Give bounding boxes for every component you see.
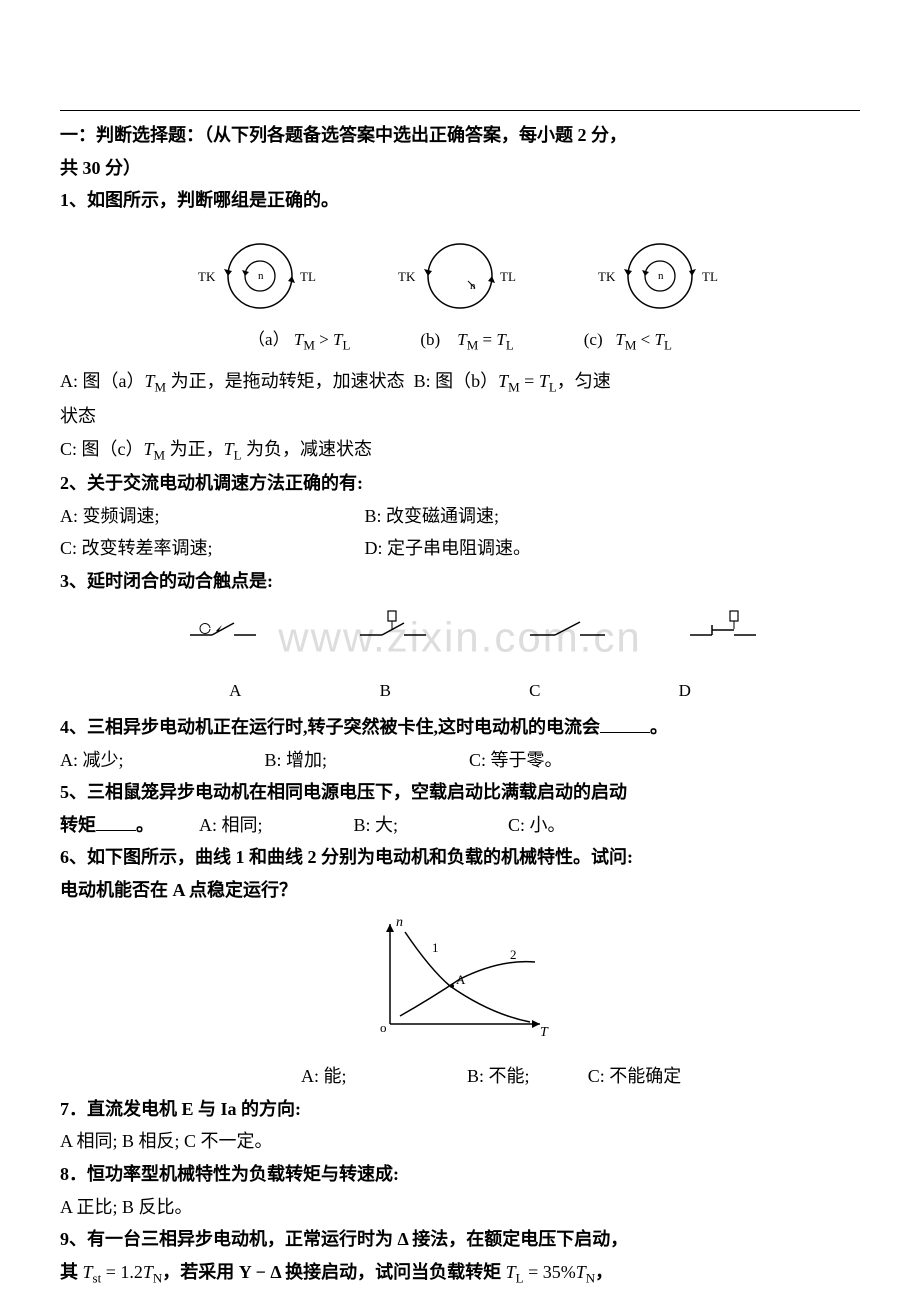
svg-text:2: 2 xyxy=(510,947,517,962)
q4-A: A: 减少; xyxy=(60,745,260,776)
q3-stem: 3、延时闭合的动合触点是: xyxy=(60,566,860,597)
q3-C: C xyxy=(529,677,540,706)
q1-opt-ab: A: 图（a）TM 为正，是拖动转矩，加速状态 B: 图（b）TM = TL，匀… xyxy=(60,366,860,399)
q3-A: A xyxy=(229,677,241,706)
q7-opts: A 相同; B 相反; C 不一定。 xyxy=(60,1126,860,1157)
q2-row1: A: 变频调速; B: 改变磁通调速; xyxy=(60,501,860,532)
n-label: n xyxy=(658,270,664,282)
q4-opts: A: 减少; B: 增加; C: 等于零。 xyxy=(60,745,860,776)
q2-D: D: 定子串电阻调速。 xyxy=(365,533,532,564)
q1-opt-b2: 状态 xyxy=(60,401,860,432)
q2-A: A: 变频调速; xyxy=(60,501,360,532)
q5-A: A: 相同; xyxy=(199,810,349,841)
q3-B: B xyxy=(380,677,391,706)
q6-graph-svg: A 1 2 o T n xyxy=(360,914,560,1044)
n-label: n xyxy=(258,270,264,282)
q1-fig-a: TK TL n xyxy=(180,231,340,321)
cap-b: (b) TM = TL xyxy=(420,326,513,356)
blank xyxy=(96,830,136,831)
exam-content: 一：判断选择题：（从下列各题备选答案中选出正确答案，每小题 2 分， 共 30 … xyxy=(60,120,860,1290)
q1-opt-c: C: 图（c）TM 为正，TL 为负，减速状态 xyxy=(60,434,860,467)
q1-figures: TK TL n TK TL n TK TL n xyxy=(60,231,860,321)
q6-opts: A: 能; B: 不能; C: 不能确定 xyxy=(60,1061,860,1092)
q6-figure: A 1 2 o T n xyxy=(60,914,860,1054)
svg-text:o: o xyxy=(380,1020,387,1035)
q2-C: C: 改变转差率调速; xyxy=(60,533,360,564)
tl-label: TL xyxy=(702,269,718,284)
q6-stem1: 6、如下图所示，曲线 1 和曲线 2 分别为电动机和负载的机械特性。试问: xyxy=(60,842,860,873)
q4-B: B: 增加; xyxy=(265,745,465,776)
q1-fig-b: TK TL n xyxy=(380,231,540,321)
tk-label: TK xyxy=(398,269,416,284)
q4-C: C: 等于零。 xyxy=(469,745,563,776)
q2-stem: 2、关于交流电动机调速方法正确的有: xyxy=(60,468,860,499)
q6-A: A: 能; xyxy=(239,1061,409,1092)
q5-C: C: 小。 xyxy=(508,810,566,841)
q6-B: B: 不能; xyxy=(413,1061,583,1092)
tl-label: TL xyxy=(300,269,316,284)
q6-C: C: 不能确定 xyxy=(588,1061,682,1092)
tl-label: TL xyxy=(500,269,516,284)
cap-a: （a） TM > TL xyxy=(248,326,350,356)
tk-label: TK xyxy=(598,269,616,284)
svg-text:1: 1 xyxy=(432,940,439,955)
blank xyxy=(600,732,650,733)
q2-row2: C: 改变转差率调速; D: 定子串电阻调速。 xyxy=(60,533,860,564)
q3-contacts-svg xyxy=(150,605,770,660)
tk-label: TK xyxy=(198,269,216,284)
section-title-1: 一：判断选择题：（从下列各题备选答案中选出正确答案，每小题 2 分， xyxy=(60,120,860,151)
q9-stem1: 9、有一台三相异步电动机，正常运行时为 Δ 接法，在额定电压下启动， xyxy=(60,1224,860,1255)
svg-text:T: T xyxy=(540,1025,549,1040)
q1-captions: （a） TM > TL (b) TM = TL (c) TM < TL xyxy=(60,326,860,356)
q3-figure-block: www.zixin.com.cn xyxy=(60,605,860,670)
q3-D: D xyxy=(679,677,691,706)
q2-B: B: 改变磁通调速; xyxy=(365,501,500,532)
q6-stem2: 电动机能否在 A 点稳定运行？ xyxy=(60,875,860,906)
q5-stem2-opts: 转矩。 A: 相同; B: 大; C: 小。 xyxy=(60,810,860,841)
q3-labels: A B C D xyxy=(160,677,760,706)
q8-opts: A 正比; B 反比。 xyxy=(60,1192,860,1223)
q8-stem: 8．恒功率型机械特性为负载转矩与转速成: xyxy=(60,1159,860,1190)
q1-fig-c: TK TL n xyxy=(580,231,740,321)
cap-c: (c) TM < TL xyxy=(584,326,672,356)
section-title-2: 共 30 分） xyxy=(60,153,860,184)
top-divider xyxy=(60,110,860,111)
q1-stem: 1、如图所示，判断哪组是正确的。 xyxy=(60,185,860,216)
q9-stem2: 其 Tst = 1.2TN，若采用 Y − Δ 换接启动，试问当负载转矩 TL … xyxy=(60,1257,860,1290)
q5-B: B: 大; xyxy=(354,810,504,841)
q7-stem: 7．直流发电机 E 与 Ia 的方向: xyxy=(60,1094,860,1125)
q4-stem: 4、三相异步电动机正在运行时,转子突然被卡住,这时电动机的电流会。 xyxy=(60,712,860,743)
q5-stem1: 5、三相鼠笼异步电动机在相同电源电压下，空载启动比满载启动的启动 xyxy=(60,777,860,808)
svg-text:n: n xyxy=(396,915,403,930)
svg-text:A: A xyxy=(456,972,466,987)
